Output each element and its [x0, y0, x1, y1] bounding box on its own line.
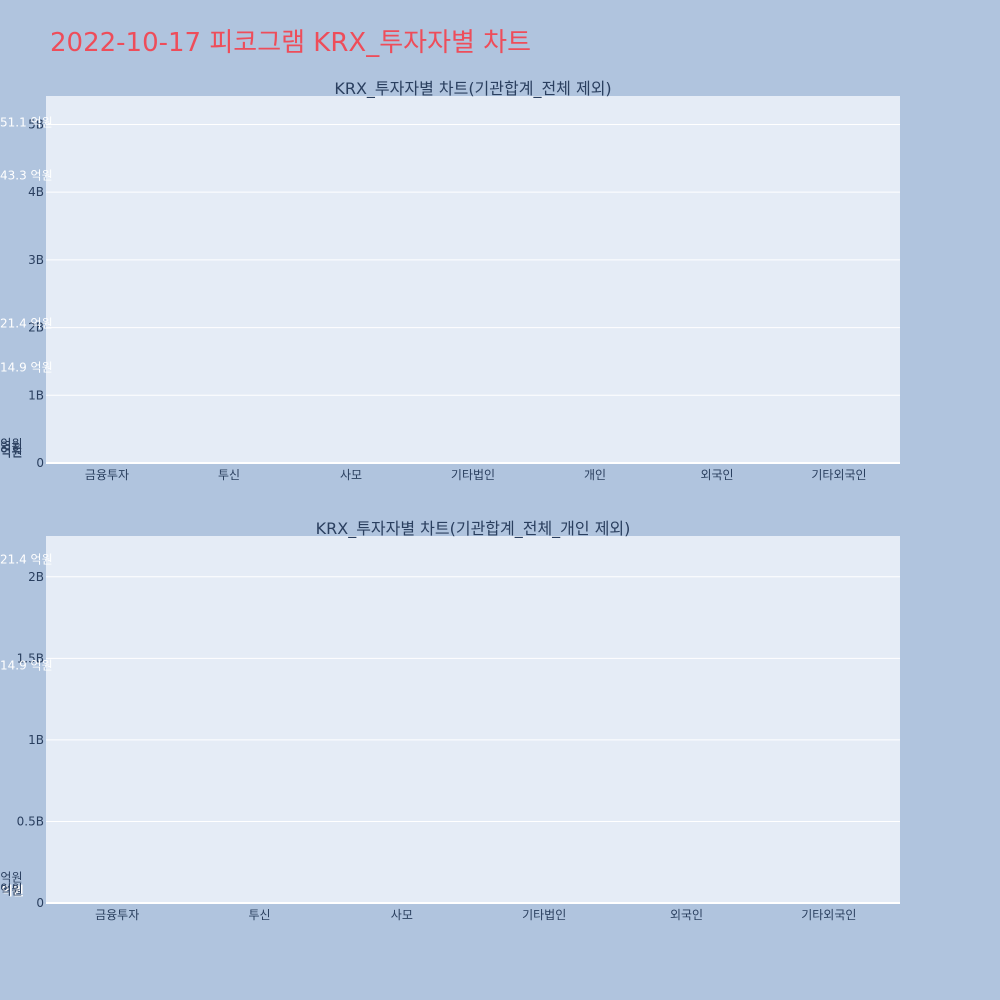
data-label: 0.2 억원 — [0, 446, 22, 460]
x-tick-label: 개인 — [584, 468, 606, 482]
plot-background — [46, 96, 900, 463]
page-title: 2022-10-17 피코그램 KRX_투자자별 차트 — [50, 28, 532, 58]
x-tick-label: 기타법인 — [451, 468, 495, 482]
x-tick-label: 금융투자 — [85, 468, 129, 482]
y-tick-label: 1B — [28, 388, 44, 402]
chart-top: 0 1B 2B 3B 4B 5B KRX_투자자별 차트(기관합계_전체 제외) 금융투자 투신… — [0, 79, 900, 482]
y-tick-label: 4B — [28, 185, 44, 199]
data-label: 1.5 억원 — [0, 884, 24, 898]
x-tick-label: 외국인 — [670, 908, 703, 922]
data-label: 1.5 억원 — [0, 437, 22, 451]
data-label: 0.2 억원 — [0, 884, 22, 898]
data-label: 14.9 억원 — [0, 361, 53, 375]
data-label: 21.4 억원 — [0, 552, 53, 566]
data-label: 0.3 억원 — [0, 445, 22, 459]
chart-title: KRX_투자자별 차트(기관합계_전체_개인 제외) — [316, 519, 631, 539]
plot-background — [46, 536, 900, 903]
data-label: 0.2 억원 — [0, 884, 22, 898]
x-tick-label: 기타외국인 — [811, 468, 866, 482]
x-tick-label: 기타외국인 — [801, 908, 856, 922]
y-tick-label: 0 — [36, 896, 44, 910]
data-label: 0.3 억원 — [0, 882, 22, 896]
x-tick-label: 기타법인 — [522, 908, 566, 922]
data-label: 51.1 억원 — [0, 115, 53, 129]
data-label: 1.0 억원 — [0, 871, 22, 885]
y-tick-label: 5B — [28, 117, 44, 131]
chart-title: KRX_투자자별 차트(기관합계_전체 제외) — [334, 79, 611, 99]
data-label: 43.3 억원 — [0, 168, 53, 182]
y-tick-label: 2B — [28, 321, 44, 335]
x-tick-label: 투신 — [248, 908, 270, 922]
x-tick-label: 외국인 — [700, 468, 733, 482]
x-tick-label: 금융투자 — [95, 908, 139, 922]
y-tick-label: 2B — [28, 570, 44, 584]
data-label: 14.9 억원 — [0, 658, 53, 672]
x-tick-label: 사모 — [340, 468, 362, 482]
data-label: 21.4 억원 — [0, 317, 53, 331]
data-label: 1.0 억원 — [0, 440, 22, 454]
x-tick-label: 사모 — [391, 908, 413, 922]
y-tick-label: 0.5B — [17, 814, 44, 828]
y-tick-label: 3B — [28, 253, 44, 267]
data-label: 1.5 억원 — [0, 884, 24, 898]
data-label: 0.2 억원 — [0, 446, 22, 460]
y-tick-label: 1B — [28, 733, 44, 747]
y-tick-label: 1.5B — [17, 651, 44, 665]
y-tick-label: 0 — [36, 456, 44, 470]
data-label: 1.5 억원 — [0, 437, 22, 451]
chart-bottom: 0 0.5B 1B 1.5B 2B KRX_투자자별 차트(기관합계_전체_개인 제외) 금… — [0, 519, 900, 922]
x-tick-label: 투신 — [218, 468, 240, 482]
